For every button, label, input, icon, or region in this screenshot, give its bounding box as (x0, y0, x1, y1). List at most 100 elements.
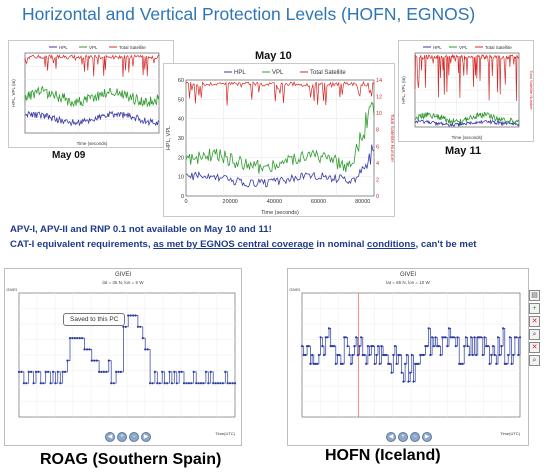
givei-point (17, 370, 21, 373)
givei-point (98, 370, 101, 373)
givei-point (25, 382, 28, 385)
zoom-next-icon[interactable]: ▶ (141, 432, 151, 442)
givei-point (219, 382, 222, 385)
zoom-controls[interactable]: ◀ + − ▶ (386, 432, 432, 442)
givei-subtitle: lat = 65 N, lon = 10 W (386, 280, 430, 285)
givei-point (404, 362, 407, 365)
givei-point (508, 336, 511, 339)
search-icon[interactable]: ⌕ (529, 355, 540, 366)
givei-point (429, 353, 432, 357)
givei-x-label: Time(UTC) (215, 431, 235, 436)
givei-point (387, 362, 390, 365)
zoom-prev-icon[interactable]: ◀ (386, 432, 396, 442)
givei-point (134, 314, 137, 317)
givei-point (434, 336, 437, 339)
givei-point (512, 353, 515, 357)
givei-point (151, 382, 154, 385)
y2-tick-label: 0 (376, 194, 379, 200)
zoom-prev-icon[interactable]: ◀ (105, 432, 115, 442)
givei-point (349, 362, 353, 365)
givei-point (34, 370, 38, 373)
givei-point (37, 370, 40, 373)
givei-point (61, 370, 64, 373)
givei-point (102, 370, 105, 373)
givei-point (471, 353, 474, 357)
givei-point (383, 353, 386, 357)
zoom-out-icon[interactable]: − (129, 432, 139, 442)
givei-point (444, 336, 447, 339)
givei-point (515, 336, 518, 339)
givei-point (464, 336, 467, 339)
chart-may09-svg: HPL VPL Total Satellite Time (seconds) HPL, … (11, 45, 173, 146)
givei-point (141, 337, 144, 340)
delete-icon[interactable]: ✕ (529, 316, 540, 327)
givei-point (324, 336, 327, 339)
givei-point (417, 362, 420, 365)
givei-point (481, 353, 484, 357)
givei-point (129, 314, 132, 317)
givei-point (180, 370, 183, 373)
givei-point (170, 382, 173, 385)
givei-point (436, 345, 439, 348)
givei-point (149, 382, 152, 385)
givei-point (312, 362, 315, 365)
y-tick-label: 10 (178, 175, 184, 181)
zoom-icon[interactable]: ⌕ (529, 329, 540, 340)
givei-point (95, 359, 98, 362)
givei-point (458, 362, 461, 365)
series-total-satellite (24, 53, 160, 77)
givei-point (163, 382, 166, 385)
givei-point (496, 336, 500, 339)
givei-point (27, 370, 30, 373)
x-tick-label: 0 (184, 199, 187, 205)
add-icon[interactable]: + (529, 303, 540, 314)
note-line-2-part-3: in nominal (313, 239, 368, 250)
series-vpl (185, 101, 375, 174)
givei-point (311, 353, 314, 357)
givei-point (127, 314, 130, 317)
givei-point (161, 370, 164, 373)
givei-point (365, 362, 368, 365)
givei-point (402, 380, 405, 383)
givei-point (153, 370, 156, 373)
givei-point (32, 382, 35, 385)
givei-point (338, 353, 341, 357)
givei-point (306, 345, 309, 348)
save-icon[interactable]: ▤ (529, 290, 540, 301)
givei-point (221, 382, 224, 385)
givei-point (93, 359, 96, 362)
close-icon[interactable]: ✕ (529, 342, 540, 353)
givei-point (414, 362, 417, 365)
zoom-out-icon[interactable]: − (410, 432, 420, 442)
zoom-next-icon[interactable]: ▶ (422, 432, 432, 442)
givei-point (329, 345, 332, 348)
series-vpl (414, 111, 520, 126)
givei-point (382, 353, 385, 357)
note-line-2-part-4: conditions (367, 239, 416, 250)
givei-point (136, 325, 139, 328)
givei-point (395, 362, 398, 365)
givei-point (309, 362, 312, 365)
givei-point (412, 380, 415, 383)
givei-point (491, 345, 495, 348)
zoom-controls[interactable]: ◀ + − ▶ (105, 432, 151, 442)
givei-point (229, 382, 232, 385)
legend-entry: Total Satellite (310, 70, 346, 76)
note-line-1: APV-I, APV-II and RNP 0.1 not available … (10, 224, 272, 235)
givei-point (224, 370, 227, 373)
givei-point (202, 382, 205, 385)
givei-point (410, 353, 413, 357)
zoom-in-icon[interactable]: + (398, 432, 408, 442)
givei-point (485, 345, 488, 348)
givei-point (348, 353, 351, 357)
givei-point (175, 382, 178, 385)
givei-point (370, 345, 373, 348)
zoom-in-icon[interactable]: + (117, 432, 127, 442)
givei-point (76, 337, 79, 340)
legend-entry: VPL (459, 45, 468, 50)
givei-point (447, 327, 451, 330)
givei-point (124, 325, 127, 328)
givei-point (390, 371, 393, 374)
givei-point (346, 345, 349, 348)
note-line-2-part-5: , can't be met (415, 239, 477, 250)
